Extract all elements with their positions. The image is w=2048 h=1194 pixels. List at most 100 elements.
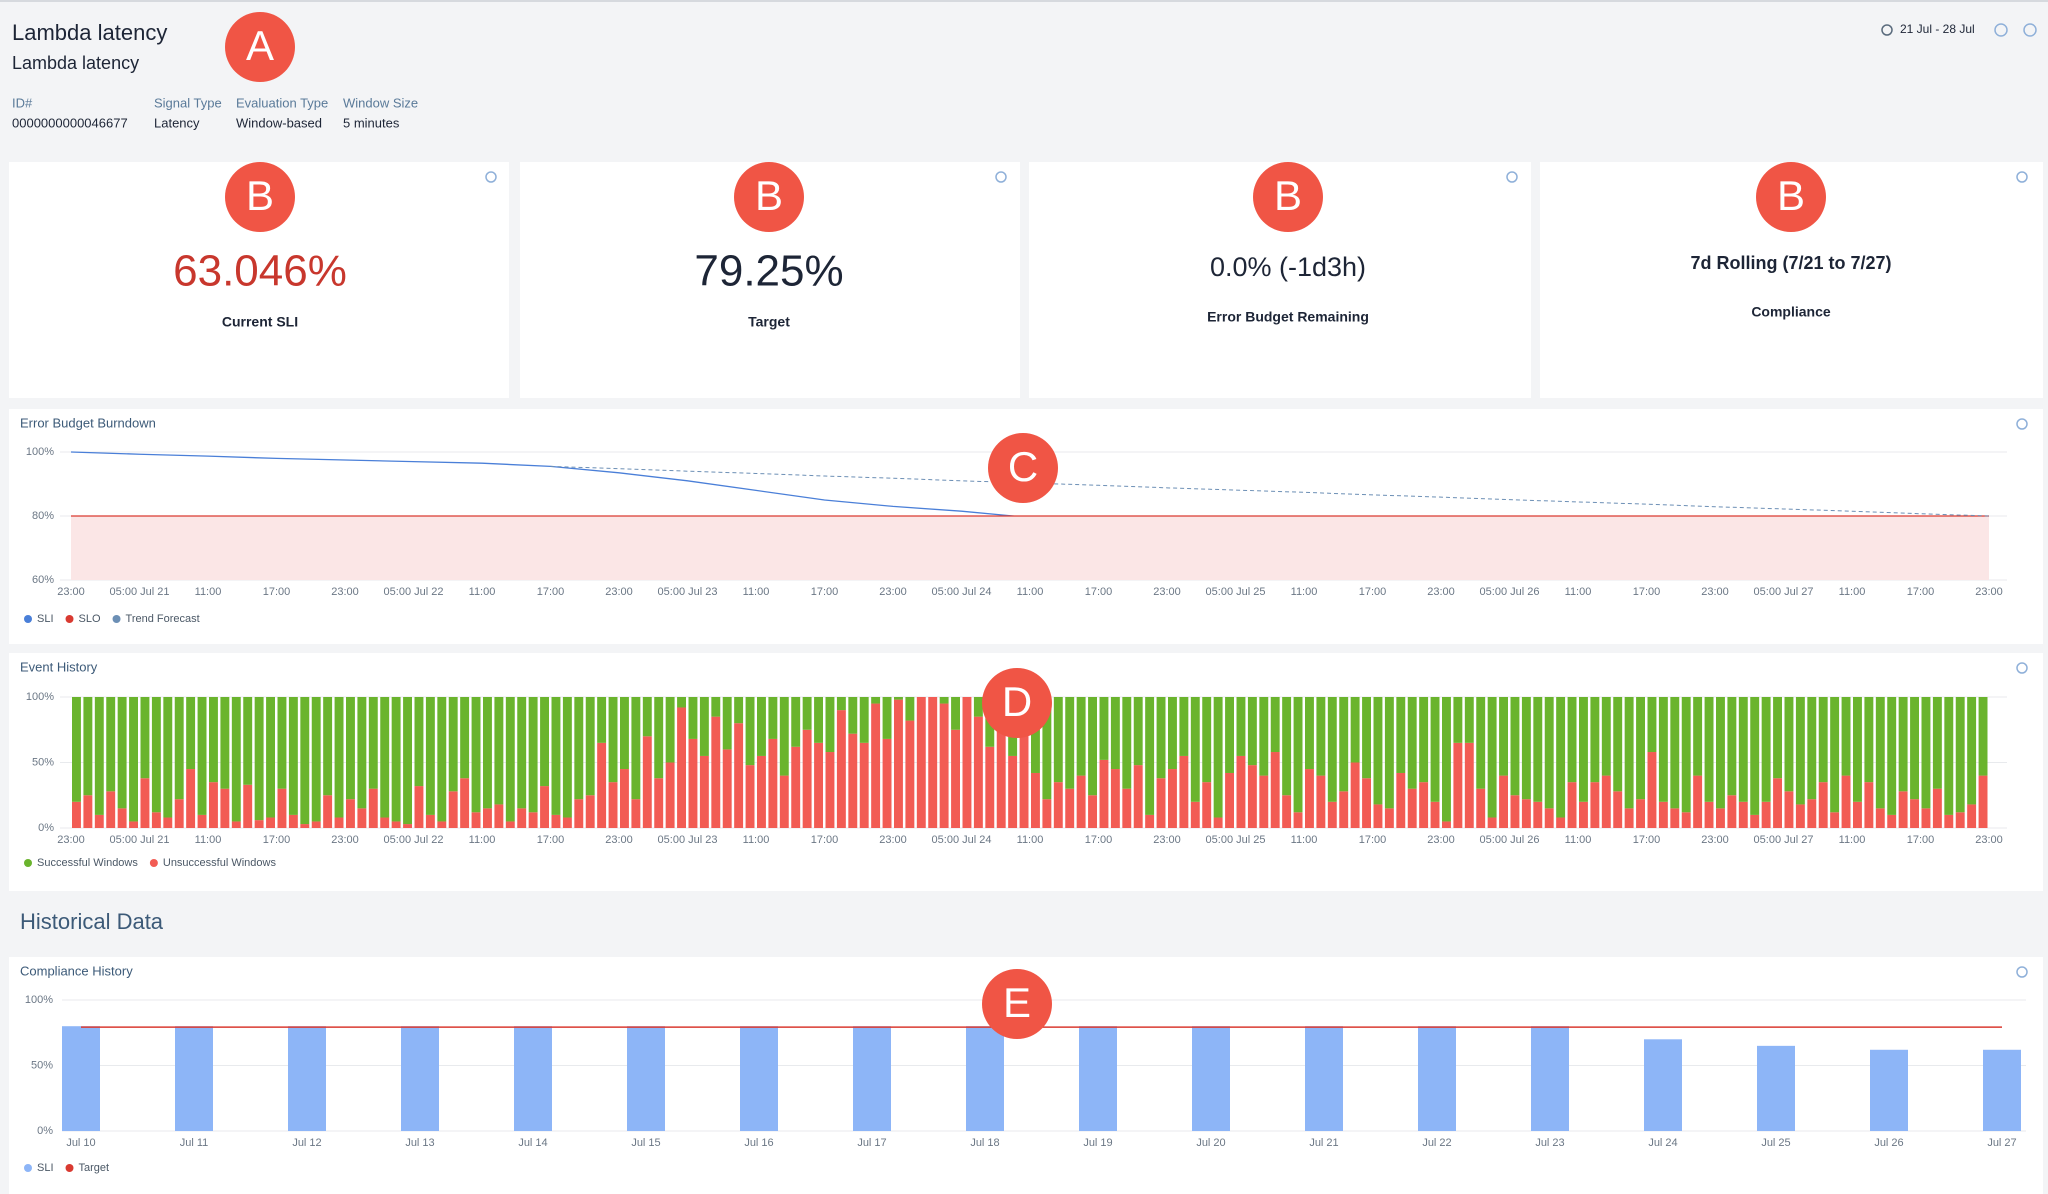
- x-tick-label: 23:00: [57, 834, 85, 846]
- bar-segment: [1293, 697, 1303, 813]
- bar-segment: [83, 795, 93, 828]
- bar-segment: [1875, 808, 1885, 828]
- x-tick-label: 11:00: [1565, 834, 1592, 846]
- x-tick-label: 11:00: [1291, 586, 1318, 598]
- annotation-marker: [225, 162, 295, 232]
- bar-segment: [1944, 697, 1954, 815]
- x-tick-label: 05:00 Jul 24: [932, 586, 992, 598]
- bar: [853, 1026, 891, 1131]
- bar-segment: [1556, 697, 1566, 818]
- bar-segment: [471, 697, 481, 813]
- bar-segment: [1088, 697, 1097, 796]
- series-line: [550, 465, 1990, 517]
- bar-segment: [1190, 697, 1200, 802]
- bar: [1870, 1049, 1908, 1131]
- bar-segment: [699, 755, 709, 828]
- bar-segment: [1967, 804, 1977, 828]
- bar-segment: [1601, 775, 1611, 828]
- legend-dot[interactable]: [112, 615, 121, 623]
- legend-label[interactable]: SLI: [37, 1162, 54, 1174]
- bar-segment: [1076, 697, 1086, 776]
- bar-segment: [334, 697, 344, 818]
- bar-segment: [163, 697, 173, 818]
- bar-segment: [1590, 697, 1600, 783]
- bar-segment: [403, 824, 412, 828]
- annotation-label: D: [1002, 678, 1032, 725]
- bar-segment: [94, 697, 104, 815]
- legend-label[interactable]: SLO: [79, 613, 101, 625]
- loading-icon: [485, 171, 497, 183]
- bar-segment: [1670, 808, 1680, 828]
- annotation-label: B: [755, 172, 783, 219]
- legend-dot[interactable]: [65, 1164, 74, 1172]
- bar-segment: [380, 817, 390, 828]
- x-tick-label: Jul 10: [66, 1137, 95, 1149]
- bar-segment: [220, 788, 230, 828]
- field-value: 0000000000046677: [12, 115, 128, 130]
- bar-segment: [1396, 697, 1406, 773]
- bar-segment: [562, 697, 572, 818]
- bar-segment: [391, 821, 401, 828]
- x-tick-label: Jul 19: [1083, 1137, 1112, 1149]
- annotation-marker: [734, 162, 804, 232]
- bar-segment: [1247, 765, 1257, 828]
- legend-label[interactable]: Target: [79, 1162, 110, 1174]
- bar: [1192, 1026, 1230, 1131]
- legend-dot[interactable]: [149, 859, 158, 867]
- bar-segment: [1853, 801, 1862, 828]
- legend-dot[interactable]: [24, 615, 32, 623]
- bar-segment: [1864, 782, 1874, 828]
- x-tick-label: Jul 14: [518, 1137, 547, 1149]
- bar-segment: [368, 697, 378, 789]
- bar-segment: [1955, 812, 1965, 828]
- bar-segment: [1967, 697, 1977, 805]
- bar-segment: [1613, 697, 1623, 792]
- bar-segment: [311, 697, 321, 822]
- bar-segment: [757, 755, 766, 828]
- legend-label[interactable]: SLI: [37, 613, 54, 625]
- bar-segment: [882, 738, 892, 828]
- legend-label[interactable]: Successful Windows: [37, 857, 138, 869]
- bar-segment: [391, 697, 401, 822]
- bar-segment: [1716, 808, 1725, 828]
- bar-segment: [1453, 697, 1463, 743]
- bar-segment: [1316, 697, 1326, 776]
- x-tick-label: 11:00: [195, 834, 222, 846]
- x-tick-label: 23:00: [1975, 586, 2003, 598]
- bar-segment: [1247, 697, 1257, 766]
- bar-segment: [311, 821, 321, 828]
- refresh-icon[interactable]: [2023, 23, 2037, 37]
- y-tick-label: 50%: [31, 1059, 53, 1071]
- bar-segment: [174, 697, 184, 800]
- bar-segment: [460, 697, 470, 779]
- bar-segment: [197, 814, 207, 828]
- bar-segment: [996, 710, 1006, 828]
- time-range[interactable]: 21 Jul - 28 Jul: [1900, 22, 1975, 36]
- bar-segment: [505, 697, 515, 822]
- legend-dot[interactable]: [24, 859, 32, 867]
- legend-dot[interactable]: [65, 615, 74, 623]
- bar-segment: [631, 799, 641, 828]
- bar-segment: [1042, 799, 1052, 828]
- bar-segment: [916, 697, 926, 828]
- annotation-marker: [982, 668, 1052, 738]
- bar-segment: [848, 697, 858, 734]
- x-tick-label: Jul 16: [744, 1137, 773, 1149]
- bar: [288, 1026, 326, 1131]
- bar-segment: [1784, 791, 1794, 828]
- legend-label[interactable]: Trend Forecast: [126, 613, 200, 625]
- legend-label[interactable]: Unsuccessful Windows: [163, 857, 277, 869]
- bar-segment: [745, 765, 755, 828]
- bar-segment: [608, 697, 618, 783]
- x-tick-label: Jul 26: [1874, 1137, 1903, 1149]
- legend-dot[interactable]: [24, 1164, 32, 1172]
- bar-segment: [1373, 804, 1383, 828]
- share-icon[interactable]: [1994, 23, 2008, 37]
- x-tick-label: 05:00 Jul 25: [1206, 834, 1266, 846]
- bar-segment: [1795, 804, 1805, 828]
- bar-segment: [1065, 697, 1075, 789]
- bar-segment: [1099, 697, 1109, 760]
- bar-segment: [72, 697, 81, 802]
- x-tick-label: 11:00: [1565, 586, 1592, 598]
- bar: [1305, 1026, 1343, 1131]
